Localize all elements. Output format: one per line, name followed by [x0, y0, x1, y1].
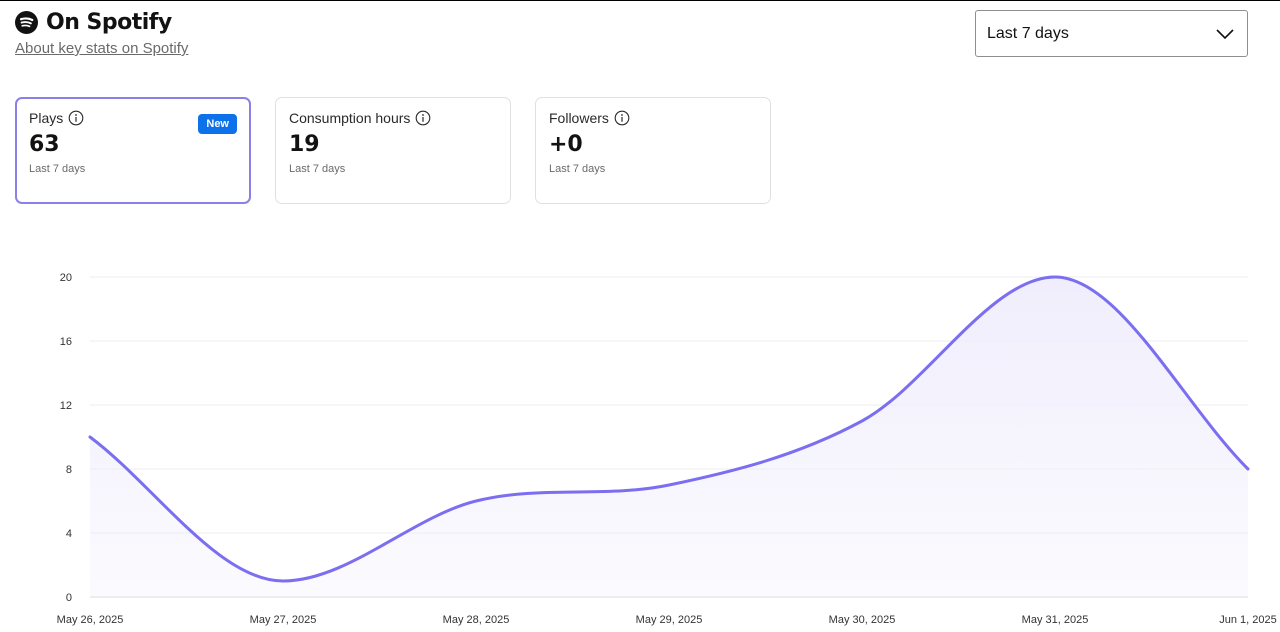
y-tick-label: 20	[60, 272, 72, 284]
plays-label: Plays	[29, 110, 64, 126]
chevron-down-icon	[1216, 28, 1234, 39]
date-range-select[interactable]: Last 7 days	[975, 10, 1248, 57]
followers-card-header: Followers	[549, 110, 757, 126]
plays-area-fill	[90, 277, 1248, 597]
plays-value: 63	[29, 132, 60, 157]
followers-value: +0	[549, 132, 583, 157]
plays-series-line	[88, 275, 1250, 583]
y-tick-label: 16	[60, 336, 72, 348]
consumption-hours-card[interactable]: Consumption hours 19 Last 7 days	[275, 97, 511, 204]
x-tick-label: May 29, 2025	[636, 614, 703, 626]
x-tick-label: May 26, 2025	[57, 614, 124, 626]
x-tick-label: May 27, 2025	[250, 614, 317, 626]
y-tick-label: 8	[66, 464, 72, 476]
y-tick-label: 0	[66, 592, 72, 604]
top-border	[0, 0, 1280, 1]
stat-cards: Plays New 63 Last 7 days Consumption hou…	[15, 97, 771, 204]
consumption-hours-period: Last 7 days	[289, 163, 346, 175]
x-tick-label: May 28, 2025	[443, 614, 510, 626]
x-tick-label: May 30, 2025	[829, 614, 896, 626]
plays-card-header: Plays	[29, 110, 237, 126]
y-tick-label: 12	[60, 400, 72, 412]
consumption-hours-card-header: Consumption hours	[289, 110, 497, 126]
info-icon[interactable]	[614, 110, 630, 126]
consumption-hours-label: Consumption hours	[289, 110, 411, 126]
spotify-logo-icon	[15, 11, 38, 34]
page-header: On Spotify About key stats on Spotify	[15, 10, 188, 57]
x-tick-label: Jun 1, 2025	[1219, 614, 1277, 626]
x-tick-label: May 31, 2025	[1022, 614, 1089, 626]
followers-period: Last 7 days	[549, 163, 606, 175]
date-range-value: Last 7 days	[987, 24, 1069, 42]
about-key-stats-link[interactable]: About key stats on Spotify	[15, 40, 189, 57]
plays-card[interactable]: Plays New 63 Last 7 days	[15, 97, 251, 204]
info-icon[interactable]	[68, 110, 84, 126]
plays-area-chart: 0 4 8 12 16 20 May 26, 2025 May 27, 2025 May 28,…	[57, 272, 1277, 626]
plays-period: Last 7 days	[29, 163, 86, 175]
followers-label: Followers	[549, 110, 609, 126]
new-badge: New	[198, 114, 237, 134]
y-tick-label: 4	[66, 528, 72, 540]
followers-card[interactable]: Followers +0 Last 7 days	[535, 97, 771, 204]
page-title: On Spotify	[46, 10, 172, 35]
consumption-hours-value: 19	[289, 132, 320, 157]
info-icon[interactable]	[415, 110, 431, 126]
title-row: On Spotify	[15, 10, 188, 35]
